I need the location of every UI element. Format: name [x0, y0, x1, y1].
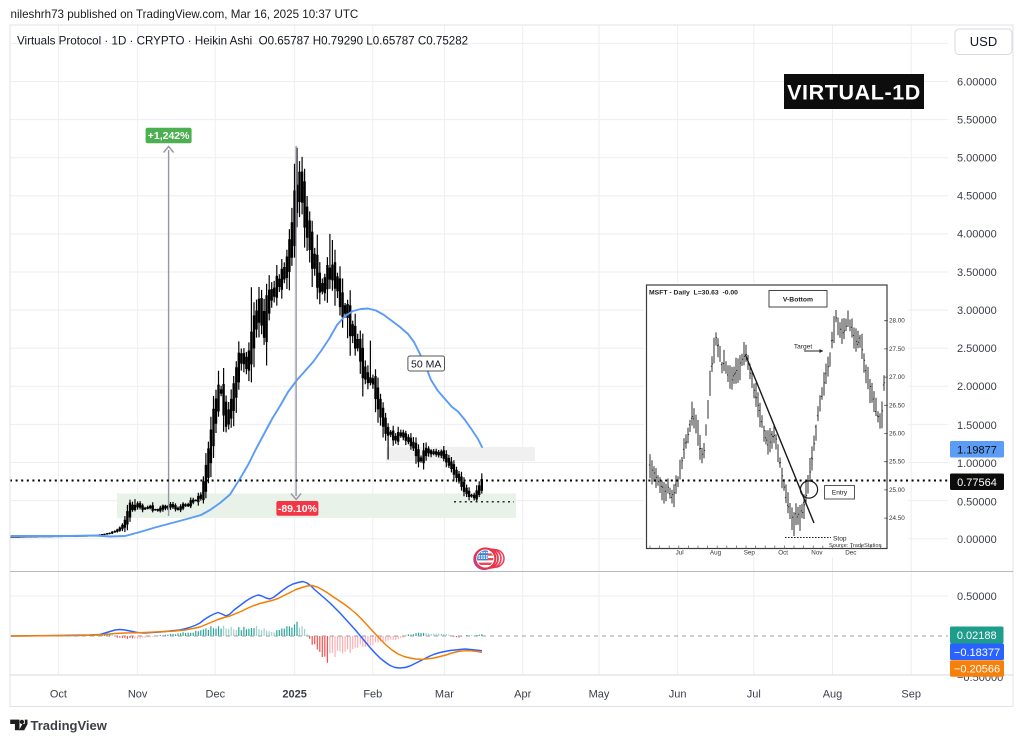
- svg-text:26.50: 26.50: [889, 402, 905, 409]
- svg-text:USD: USD: [970, 34, 997, 49]
- svg-text:0.02188: 0.02188: [957, 630, 997, 642]
- svg-text:Entry: Entry: [832, 490, 848, 497]
- svg-text:VIRTUAL-1D: VIRTUAL-1D: [787, 81, 921, 105]
- svg-text:3.00000: 3.00000: [957, 305, 997, 317]
- svg-text:−0.18377: −0.18377: [954, 647, 1000, 659]
- svg-text:28.00: 28.00: [889, 318, 905, 325]
- svg-text:1.50000: 1.50000: [957, 420, 997, 432]
- svg-text:Jun: Jun: [669, 688, 687, 700]
- svg-text:−0.20566: −0.20566: [954, 664, 1000, 676]
- svg-text:nileshrh73 published on Tradin: nileshrh73 published on TradingView.com,…: [11, 8, 359, 21]
- svg-text:5.00000: 5.00000: [957, 153, 997, 165]
- svg-text:Oct: Oct: [778, 550, 788, 557]
- svg-text:27.00: 27.00: [889, 374, 905, 381]
- svg-text:Feb: Feb: [363, 688, 382, 700]
- svg-text:24.50: 24.50: [889, 515, 905, 522]
- svg-text:Jul: Jul: [747, 688, 761, 700]
- svg-text:Aug: Aug: [823, 688, 843, 700]
- svg-text:0.77564: 0.77564: [957, 477, 997, 489]
- svg-text:0.00000: 0.00000: [957, 534, 997, 546]
- svg-text:6.00000: 6.00000: [957, 76, 997, 88]
- svg-text:MSFT - Daily L=30.63 -0.00: MSFT - Daily L=30.63 -0.00: [649, 290, 738, 297]
- svg-text:2.50000: 2.50000: [957, 343, 997, 355]
- svg-text:1.19877: 1.19877: [957, 444, 997, 456]
- svg-text:25.00: 25.00: [889, 487, 905, 494]
- svg-text:2025: 2025: [282, 688, 306, 700]
- svg-text:Source: TradeStation: Source: TradeStation: [829, 543, 882, 549]
- svg-text:May: May: [589, 688, 610, 700]
- svg-text:1.00000: 1.00000: [957, 458, 997, 470]
- svg-text:5.50000: 5.50000: [957, 114, 997, 126]
- svg-text:Dec: Dec: [845, 550, 856, 557]
- svg-text:4.50000: 4.50000: [957, 191, 997, 203]
- svg-text:Jul: Jul: [676, 550, 684, 557]
- svg-text:+1,242%: +1,242%: [148, 130, 190, 142]
- svg-text:Dec: Dec: [206, 688, 226, 700]
- svg-text:Target: Target: [794, 344, 812, 351]
- svg-text:Aug: Aug: [710, 550, 722, 557]
- svg-text:25.50: 25.50: [889, 459, 905, 466]
- svg-text:2.00000: 2.00000: [957, 381, 997, 393]
- svg-text:4.00000: 4.00000: [957, 229, 997, 241]
- svg-text:27.50: 27.50: [889, 346, 905, 353]
- svg-text:TradingView: TradingView: [31, 718, 108, 733]
- svg-text:26.00: 26.00: [889, 431, 905, 438]
- svg-text:Apr: Apr: [514, 688, 531, 700]
- svg-text:0.50000: 0.50000: [957, 496, 997, 508]
- svg-text:Nov: Nov: [128, 688, 148, 700]
- svg-text:Virtuals Protocol · 1D · CRYPT: Virtuals Protocol · 1D · CRYPTO · Heikin…: [17, 35, 468, 48]
- svg-text:-89.10%: -89.10%: [278, 503, 318, 515]
- svg-text:3.50000: 3.50000: [957, 267, 997, 279]
- svg-text:Mar: Mar: [435, 688, 454, 700]
- svg-text:Sep: Sep: [901, 688, 921, 700]
- svg-text:Oct: Oct: [50, 688, 67, 700]
- svg-text:0.50000: 0.50000: [957, 591, 997, 603]
- svg-text:Sep: Sep: [744, 550, 756, 557]
- svg-text:Stop: Stop: [833, 536, 847, 543]
- svg-text:Nov: Nov: [811, 550, 823, 557]
- svg-text:V-Bottom: V-Bottom: [783, 297, 813, 304]
- svg-text:50 MA: 50 MA: [411, 358, 441, 370]
